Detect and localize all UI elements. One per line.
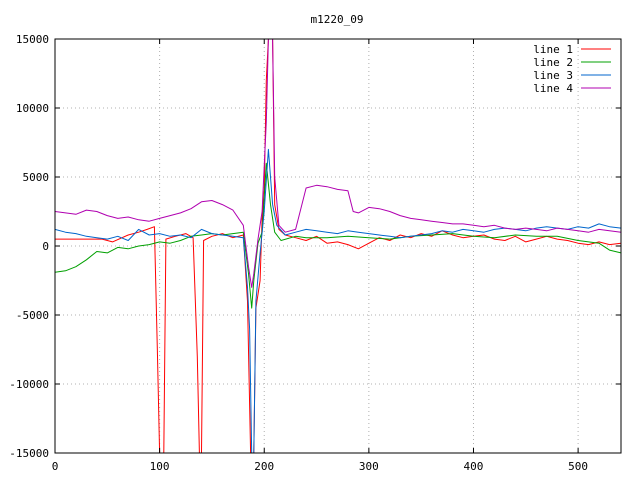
chart-title: m1220_09 <box>311 13 364 26</box>
y-tick-label: -5000 <box>16 309 49 322</box>
x-tick-label: 500 <box>568 460 588 473</box>
x-tick-label: 200 <box>254 460 274 473</box>
y-tick-label: 10000 <box>16 102 49 115</box>
y-tick-label: 15000 <box>16 33 49 46</box>
series-line-1 <box>55 38 622 454</box>
series-layer <box>54 38 622 454</box>
ticks: 0 100 200 300 400 500 -15000 -10000 -5000 0 5000 10… <box>9 33 621 473</box>
y-tick-label: 0 <box>42 240 49 253</box>
x-tick-label: 400 <box>464 460 484 473</box>
legend-label: line 3 <box>533 69 573 82</box>
x-tick-label: 300 <box>359 460 379 473</box>
series-line-4 <box>54 38 622 288</box>
y-tick-label: -10000 <box>9 378 49 391</box>
y-tick-label: -15000 <box>9 447 49 460</box>
legend-label: line 2 <box>533 56 573 69</box>
legend-label: line 1 <box>533 43 573 56</box>
y-tick-label: 5000 <box>23 171 50 184</box>
x-tick-label: 100 <box>150 460 170 473</box>
legend-label: line 4 <box>533 82 573 95</box>
x-tick-label: 0 <box>52 460 59 473</box>
